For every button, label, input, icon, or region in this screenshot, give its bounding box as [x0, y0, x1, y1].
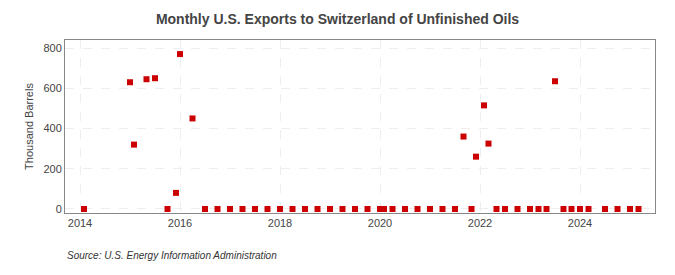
svg-text:Thousand Barrels: Thousand Barrels — [23, 83, 35, 170]
svg-text:Monthly U.S. Exports to Switze: Monthly U.S. Exports to Switzerland of U… — [156, 11, 519, 27]
svg-text:2016: 2016 — [168, 217, 192, 229]
svg-text:Source: U.S. Energy Informatio: Source: U.S. Energy Information Administ… — [67, 250, 277, 261]
svg-text:2014: 2014 — [68, 217, 92, 229]
svg-text:2020: 2020 — [368, 217, 392, 229]
svg-text:800: 800 — [43, 42, 61, 54]
svg-text:2024: 2024 — [568, 217, 592, 229]
svg-text:200: 200 — [43, 163, 61, 175]
svg-text:0: 0 — [56, 203, 62, 215]
svg-text:2018: 2018 — [268, 217, 292, 229]
svg-text:2022: 2022 — [468, 217, 492, 229]
svg-text:400: 400 — [43, 122, 61, 134]
svg-text:600: 600 — [43, 82, 61, 94]
